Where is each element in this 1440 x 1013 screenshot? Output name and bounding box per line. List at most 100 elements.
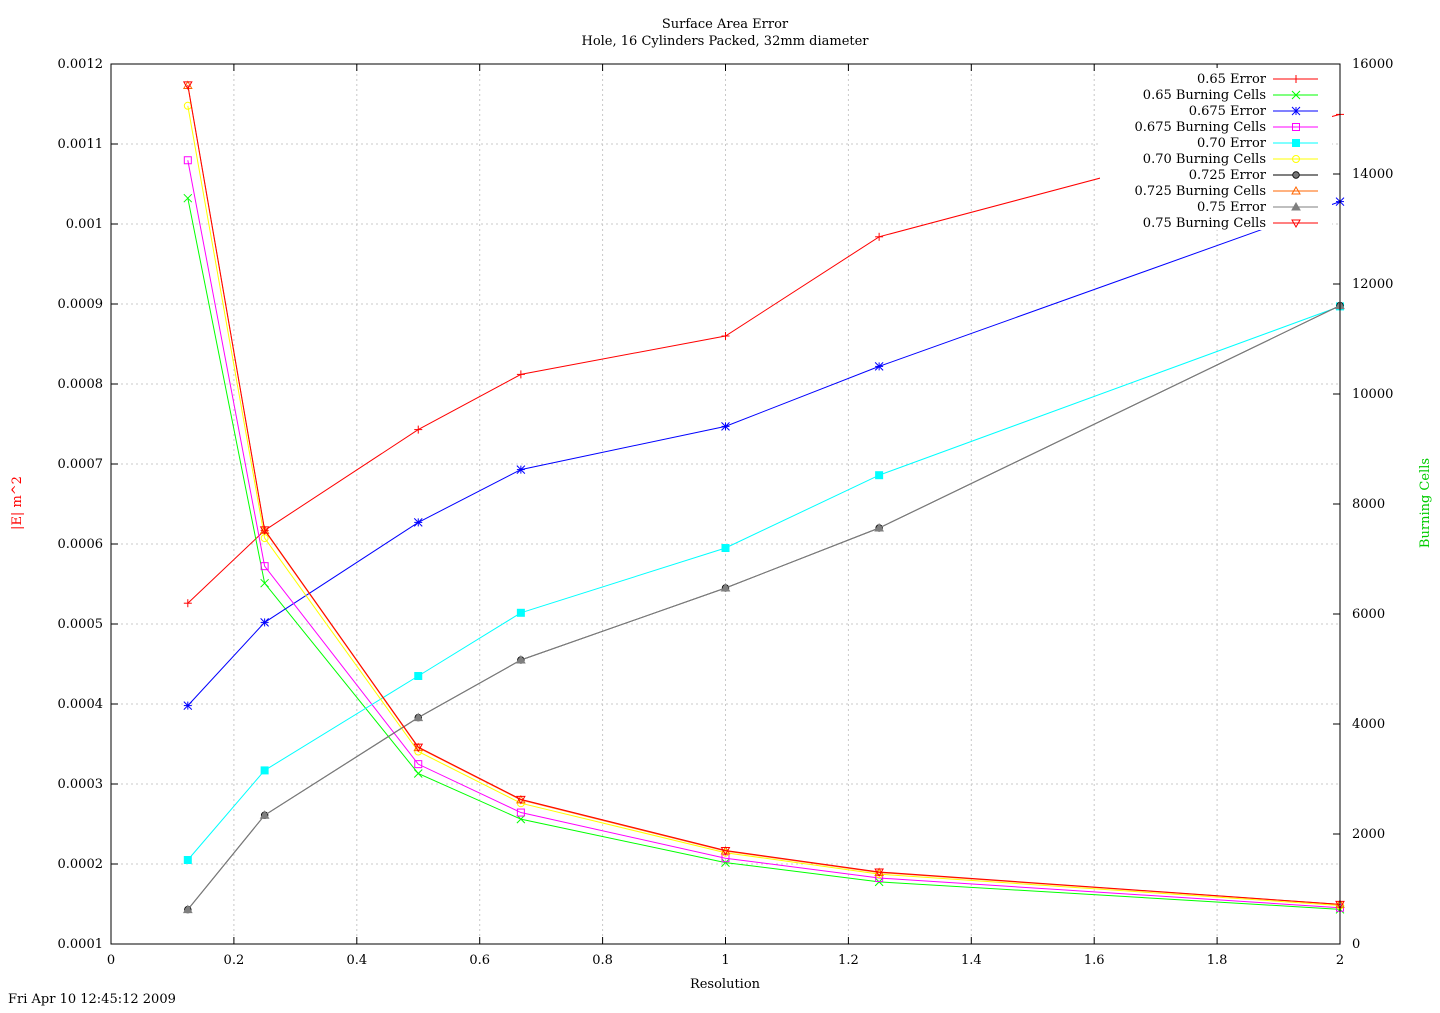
x-tick-label: 0.2	[224, 953, 245, 968]
data-point-4-1	[260, 766, 269, 775]
y-tick-label: 0.0008	[58, 377, 104, 392]
data-point-2-1	[260, 618, 269, 627]
x-tick-label: 0.6	[469, 953, 490, 968]
legend-marker-3	[1292, 123, 1300, 131]
series-8	[182, 300, 1345, 914]
y2-tick-label: 0	[1352, 937, 1360, 952]
legend-label-4: 0.70 Error	[1197, 136, 1267, 151]
x-tick-label: 2	[1336, 953, 1344, 968]
x-tick-label: 1.8	[1207, 953, 1228, 968]
y2-tick-label: 2000	[1352, 827, 1385, 842]
legend-label-2: 0.675 Error	[1189, 104, 1267, 119]
data-point-1-4	[721, 858, 730, 867]
x-tick-label: 1.6	[1084, 953, 1105, 968]
data-point-9-0	[182, 81, 193, 90]
data-point-4-3	[516, 608, 525, 617]
plot-series	[182, 80, 1345, 914]
x-tick-label: 0	[107, 953, 115, 968]
x-tick-label: 0.8	[592, 953, 613, 968]
series-9	[182, 81, 1345, 910]
legend-label-8: 0.75 Error	[1197, 200, 1267, 215]
y-tick-label: 0.001	[66, 217, 103, 232]
data-point-9-1	[259, 526, 270, 535]
data-point-8-5	[874, 522, 884, 532]
data-point-9-2	[413, 743, 424, 753]
axis-ticks: 0 0.2 0.4 0.6 0.8 1 1.2 1.4 1.6 1.8 2 0.0001 0.0002 0…	[58, 57, 1394, 968]
data-point-2-0	[183, 701, 193, 710]
legend-marker-4	[1292, 139, 1300, 147]
legend-marker-1	[1291, 90, 1301, 100]
chart-subtitle: Hole, 16 Cylinders Packed, 32mm diameter	[581, 34, 869, 49]
data-point-0-5	[875, 232, 884, 241]
y2-tick-label: 10000	[1352, 387, 1393, 402]
legend-label-9: 0.75 Burning Cells	[1143, 216, 1266, 231]
y-tick-label: 0.0006	[58, 537, 104, 552]
y2-axis-title: Burning Cells	[1418, 458, 1433, 548]
y-tick-label: 0.0007	[58, 457, 104, 472]
legend-label-0: 0.65 Error	[1197, 72, 1267, 87]
data-point-9-4	[720, 847, 731, 856]
y-tick-label: 0.0002	[58, 857, 104, 872]
data-point-0-3	[516, 370, 525, 379]
y2-tick-label: 6000	[1352, 607, 1385, 622]
legend-label-7: 0.725 Burning Cells	[1135, 184, 1266, 199]
legend-marker-0	[1292, 75, 1300, 83]
data-point-8-4	[720, 582, 731, 592]
y-tick-label: 0.0003	[58, 777, 104, 792]
legend-marker-9	[1291, 219, 1301, 229]
y-axis-title: |E| m^2	[10, 476, 25, 530]
data-point-9-5	[874, 868, 884, 877]
data-point-3-1	[260, 562, 269, 571]
legend-marker-6	[1292, 171, 1300, 179]
data-point-3-0	[183, 156, 192, 165]
data-point-4-5	[875, 471, 884, 480]
legend-marker-5	[1292, 155, 1300, 163]
y-tick-label: 0.0001	[58, 937, 104, 952]
data-point-8-0	[182, 904, 193, 914]
data-point-2-5	[874, 362, 884, 371]
y-tick-label: 0.0004	[58, 697, 104, 712]
data-point-1-1	[260, 578, 269, 588]
legend-marker-2	[1291, 106, 1301, 116]
y2-tick-label: 14000	[1352, 167, 1393, 182]
data-point-4-4	[721, 544, 730, 552]
x-axis-title: Resolution	[690, 977, 761, 992]
data-point-9-3	[516, 795, 526, 805]
series-2	[183, 197, 1345, 710]
data-point-2-2	[413, 518, 423, 527]
data-point-8-1	[259, 810, 270, 819]
chart-title: Surface Area Error	[662, 17, 789, 32]
data-point-0-4	[721, 332, 730, 340]
y-tick-label: 0.0011	[58, 137, 104, 152]
legend-label-1: 0.65 Burning Cells	[1143, 88, 1266, 103]
legend-label-5: 0.70 Burning Cells	[1143, 152, 1266, 167]
data-point-2-4	[721, 422, 730, 431]
data-point-1-2	[413, 769, 423, 778]
x-tick-label: 0.4	[346, 953, 367, 968]
y-tick-label: 0.0005	[58, 617, 104, 632]
legend-label-6: 0.725 Error	[1189, 168, 1267, 183]
y2-tick-label: 4000	[1352, 717, 1385, 732]
data-point-8-2	[413, 712, 424, 722]
series-4	[183, 302, 1344, 864]
timestamp: Fri Apr 10 12:45:12 2009	[8, 992, 176, 1007]
data-point-3-2	[414, 760, 423, 769]
data-point-4-0	[183, 856, 192, 864]
y-tick-label: 0.0012	[58, 57, 104, 72]
y-tick-label: 0.0009	[58, 297, 104, 312]
series-line-9	[187, 84, 1341, 905]
data-point-8-3	[516, 654, 526, 664]
data-point-2-3	[516, 465, 526, 474]
legend-label-3: 0.675 Burning Cells	[1135, 120, 1266, 135]
x-tick-label: 1.2	[838, 953, 859, 968]
data-point-1-0	[183, 193, 193, 203]
x-tick-label: 1.4	[961, 953, 982, 968]
y2-tick-label: 16000	[1352, 57, 1393, 72]
legend-marker-7	[1291, 185, 1301, 195]
data-point-0-0	[183, 599, 192, 608]
y2-tick-label: 8000	[1352, 497, 1385, 512]
data-point-0-2	[414, 425, 423, 434]
x-tick-label: 1	[721, 953, 729, 968]
